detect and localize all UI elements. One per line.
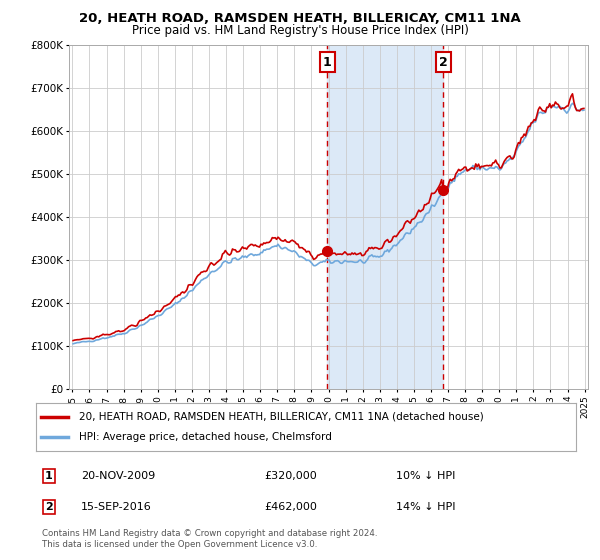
Text: Price paid vs. HM Land Registry's House Price Index (HPI): Price paid vs. HM Land Registry's House … xyxy=(131,24,469,36)
Text: 15-SEP-2016: 15-SEP-2016 xyxy=(81,502,152,512)
Bar xyxy=(327,45,443,389)
Text: 2: 2 xyxy=(439,55,448,68)
Text: HPI: Average price, detached house, Chelmsford: HPI: Average price, detached house, Chel… xyxy=(79,432,332,442)
Text: 14% ↓ HPI: 14% ↓ HPI xyxy=(396,502,455,512)
Text: 20-NOV-2009: 20-NOV-2009 xyxy=(81,471,155,481)
Text: Contains HM Land Registry data © Crown copyright and database right 2024.: Contains HM Land Registry data © Crown c… xyxy=(42,529,377,538)
Text: 1: 1 xyxy=(45,471,53,481)
Text: 2: 2 xyxy=(45,502,53,512)
Text: £320,000: £320,000 xyxy=(264,471,317,481)
Text: This data is licensed under the Open Government Licence v3.0.: This data is licensed under the Open Gov… xyxy=(42,540,317,549)
Text: 20, HEATH ROAD, RAMSDEN HEATH, BILLERICAY, CM11 1NA: 20, HEATH ROAD, RAMSDEN HEATH, BILLERICA… xyxy=(79,12,521,25)
Text: 20, HEATH ROAD, RAMSDEN HEATH, BILLERICAY, CM11 1NA (detached house): 20, HEATH ROAD, RAMSDEN HEATH, BILLERICA… xyxy=(79,412,484,422)
Text: £462,000: £462,000 xyxy=(264,502,317,512)
Text: 1: 1 xyxy=(323,55,331,68)
Text: 10% ↓ HPI: 10% ↓ HPI xyxy=(396,471,455,481)
